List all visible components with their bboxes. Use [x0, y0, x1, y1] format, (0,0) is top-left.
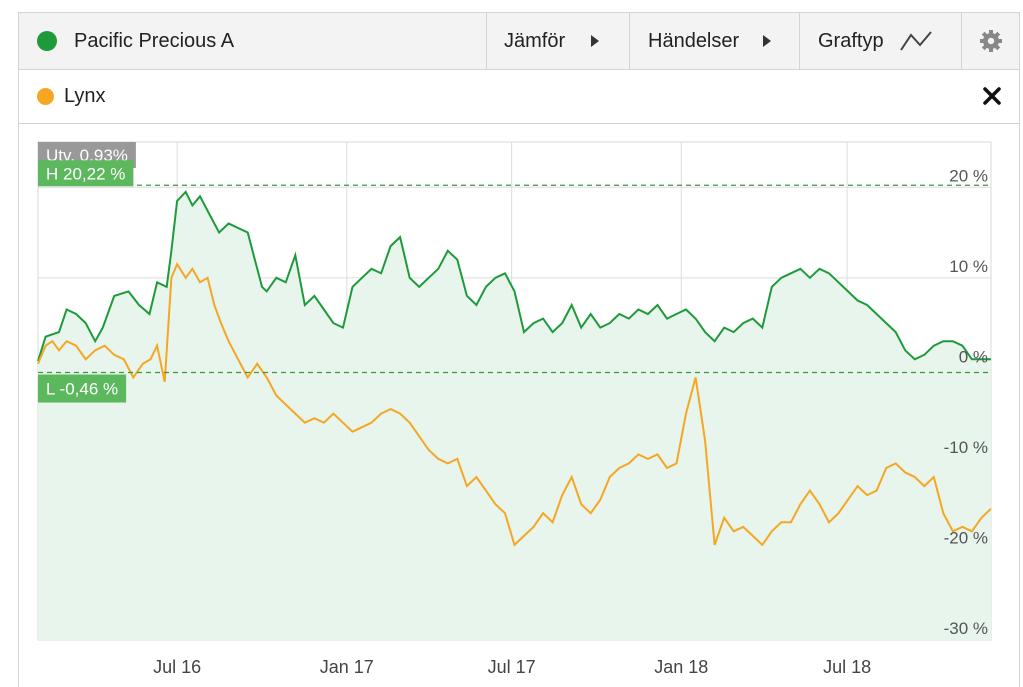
legend-series-label: Lynx — [64, 84, 106, 107]
y-tick-label: -20 % — [944, 528, 988, 547]
triangle-right-icon — [763, 35, 772, 47]
x-tick-label: Jan 18 — [654, 657, 708, 677]
x-tick-label: Jan 17 — [320, 657, 374, 677]
x-tick-label: Jul 17 — [488, 657, 536, 677]
reference-lines — [38, 184, 991, 374]
charttype-label: Graftyp — [818, 29, 884, 52]
chart-badges: Utv. 0,93%H 20,22 % L -0,46 % — [38, 142, 136, 403]
events-label: Händelser — [648, 29, 740, 52]
settings-button[interactable] — [961, 13, 1019, 69]
x-tick-label: Jul 16 — [153, 657, 201, 677]
gear-icon — [979, 30, 1002, 52]
charttype-button[interactable]: Graftyp — [799, 13, 961, 69]
compare-label: Jämför — [504, 29, 566, 52]
x-axis-labels: Jul 16 Jan 17 Jul 17 Jan 18 Jul 18 — [153, 657, 871, 677]
series-area-fill — [38, 191, 991, 641]
events-button[interactable]: Händelser — [629, 13, 799, 69]
y-tick-label: 20 % — [949, 166, 988, 185]
lynx-color-dot — [37, 87, 54, 105]
series-line-pacific-precious-a — [37, 190, 991, 362]
y-tick-label: -10 % — [944, 438, 988, 457]
y-tick-label: 10 % — [949, 257, 988, 276]
series-line-lynx — [37, 262, 992, 547]
low-badge-text: L -0,46 % — [46, 380, 118, 399]
fund-color-dot — [37, 31, 57, 51]
low-badge: L -0,46 % — [38, 374, 127, 403]
chart-toolbar: Pacific Precious A Jämför Händelser Graf… — [19, 13, 1019, 70]
y-axis-labels: 20 % 10 % 0 % -10 % -20 % -30 % — [944, 166, 988, 638]
y-tick-label: 0 % — [959, 347, 988, 366]
fund-name: Pacific Precious A — [74, 29, 235, 52]
low-badge-bg — [38, 374, 127, 403]
high-badge-bg — [38, 160, 134, 187]
close-icon[interactable] — [979, 83, 1005, 109]
change-badge-text: Utv. 0,93% — [46, 146, 128, 165]
fund-title: Pacific Precious A — [19, 13, 486, 69]
compare-button[interactable]: Jämför — [486, 13, 629, 69]
y-tick-label: -30 % — [944, 619, 988, 638]
high-badge-text: H 20,22 % — [46, 164, 125, 183]
line-chart-icon — [899, 31, 932, 51]
high-badge: H 20,22 % — [38, 160, 134, 187]
legend-row: Lynx — [19, 69, 1019, 124]
triangle-right-icon — [591, 35, 600, 47]
x-tick-label: Jul 18 — [823, 657, 871, 677]
